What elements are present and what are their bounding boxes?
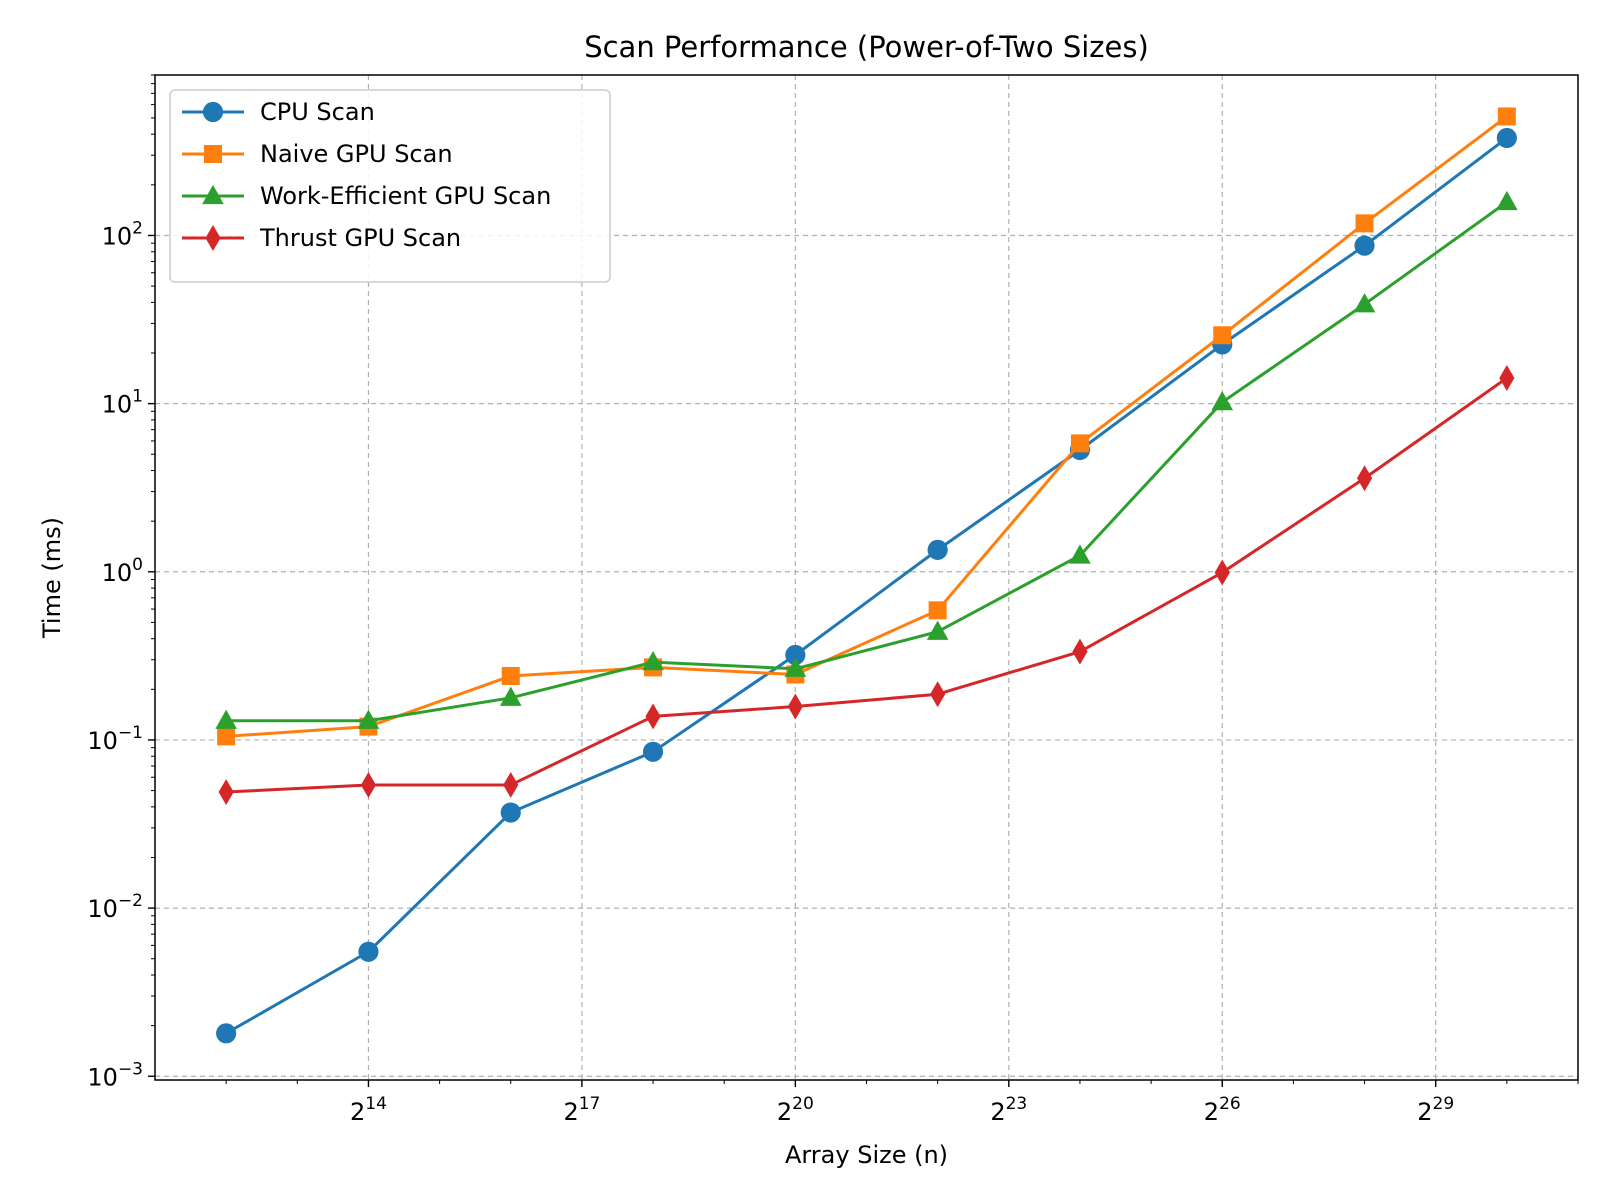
data-point bbox=[1070, 434, 1089, 453]
y-tick-base: 10 bbox=[87, 1063, 118, 1091]
x-tick-base: 2 bbox=[777, 1098, 792, 1126]
y-axis-label: Time (ms) bbox=[38, 517, 66, 639]
series-2 bbox=[215, 190, 1518, 729]
x-tick-label: 229 bbox=[1417, 1094, 1454, 1126]
data-point bbox=[215, 709, 237, 729]
data-point bbox=[503, 771, 519, 798]
data-point bbox=[1354, 235, 1375, 256]
data-point bbox=[357, 709, 380, 729]
data-point bbox=[930, 681, 946, 708]
data-point bbox=[501, 667, 520, 686]
data-point bbox=[1072, 638, 1088, 665]
data-point bbox=[216, 1023, 237, 1044]
x-tick-exponent: 26 bbox=[1219, 1094, 1241, 1114]
y-tick-label: 100 bbox=[102, 555, 143, 587]
legend-entry: Work-Efficient GPU Scan bbox=[182, 182, 551, 210]
legend-label: Naive GPU Scan bbox=[260, 140, 453, 168]
data-point bbox=[1356, 465, 1373, 492]
legend-label: Work-Efficient GPU Scan bbox=[260, 182, 551, 210]
legend-label: CPU Scan bbox=[260, 98, 375, 126]
data-point bbox=[500, 802, 521, 823]
legend-marker bbox=[202, 184, 224, 205]
chart-title: Scan Performance (Power-of-Two Sizes) bbox=[584, 30, 1149, 64]
y-tick-label: 101 bbox=[102, 387, 143, 419]
legend-label: Thrust GPU Scan bbox=[259, 224, 461, 252]
y-tick-exponent: −3 bbox=[118, 1059, 143, 1079]
x-tick-base: 2 bbox=[990, 1098, 1005, 1126]
y-tick-exponent: −2 bbox=[118, 891, 143, 911]
data-point bbox=[1353, 293, 1376, 313]
x-tick-base: 2 bbox=[563, 1098, 578, 1126]
y-tick-exponent: −1 bbox=[118, 723, 143, 743]
x-tick-base: 2 bbox=[1417, 1098, 1432, 1126]
data-point bbox=[360, 771, 377, 798]
x-tick-exponent: 29 bbox=[1433, 1094, 1455, 1114]
series-line bbox=[226, 200, 1508, 723]
data-point bbox=[1355, 214, 1374, 233]
x-axis-label: Array Size (n) bbox=[785, 1141, 948, 1169]
x-tick-label: 223 bbox=[990, 1094, 1027, 1126]
x-tick-base: 2 bbox=[350, 1098, 365, 1126]
y-tick-label: 10−1 bbox=[87, 723, 143, 755]
legend-entry: CPU Scan bbox=[182, 98, 375, 126]
series-3 bbox=[218, 365, 1515, 805]
data-point bbox=[217, 727, 236, 746]
legend-entry: Naive GPU Scan bbox=[182, 140, 453, 168]
data-point bbox=[218, 779, 234, 805]
legend-entry: Thrust GPU Scan bbox=[182, 224, 461, 252]
y-tick-label: 10−3 bbox=[87, 1059, 143, 1091]
data-point bbox=[784, 657, 807, 677]
x-tick-label: 220 bbox=[777, 1094, 814, 1126]
x-tick-label: 214 bbox=[350, 1094, 387, 1126]
series-layer bbox=[215, 107, 1518, 1044]
y-tick-label: 102 bbox=[102, 218, 143, 250]
data-point bbox=[926, 620, 949, 640]
legend: CPU Scan Naive GPU Scan Work-Efficient GPU… bbox=[169, 89, 611, 283]
x-tick-exponent: 17 bbox=[579, 1094, 601, 1114]
data-point bbox=[1214, 559, 1230, 586]
data-point bbox=[1211, 391, 1234, 411]
data-point bbox=[787, 693, 803, 720]
data-point bbox=[358, 941, 379, 962]
y-tick-exponent: 0 bbox=[132, 555, 143, 575]
y-tick-base: 10 bbox=[87, 895, 118, 923]
data-point bbox=[642, 651, 664, 671]
data-point bbox=[927, 539, 948, 560]
data-point bbox=[1499, 365, 1515, 391]
legend-marker bbox=[204, 145, 222, 163]
y-tick-base: 10 bbox=[102, 559, 133, 587]
x-tick-label: 226 bbox=[1204, 1094, 1241, 1126]
series-line bbox=[225, 136, 1508, 1035]
series-line bbox=[226, 376, 1508, 794]
data-point bbox=[928, 601, 947, 620]
data-point bbox=[1497, 107, 1516, 126]
y-tick-exponent: 1 bbox=[132, 387, 143, 407]
data-point bbox=[645, 703, 661, 730]
legend-marker bbox=[202, 101, 224, 123]
series-line bbox=[226, 115, 1508, 738]
data-point bbox=[1213, 326, 1232, 345]
legend-box bbox=[169, 89, 611, 283]
y-tick-base: 10 bbox=[87, 727, 118, 755]
x-tick-exponent: 23 bbox=[1006, 1094, 1028, 1114]
y-tick-base: 10 bbox=[102, 391, 133, 419]
x-tick-exponent: 20 bbox=[792, 1094, 814, 1114]
data-point bbox=[1496, 127, 1517, 149]
x-tick-exponent: 14 bbox=[365, 1094, 387, 1114]
series-0 bbox=[216, 127, 1517, 1044]
y-tick-base: 10 bbox=[102, 222, 133, 250]
legend-marker bbox=[205, 225, 221, 251]
x-tick-label: 217 bbox=[563, 1094, 600, 1126]
x-tick-base: 2 bbox=[1204, 1098, 1219, 1126]
data-point bbox=[1496, 190, 1518, 211]
data-point bbox=[642, 741, 664, 762]
data-point bbox=[499, 686, 522, 706]
y-tick-label: 10−2 bbox=[87, 891, 143, 923]
y-tick-exponent: 2 bbox=[132, 218, 143, 238]
data-point bbox=[1069, 544, 1091, 564]
data-point bbox=[785, 644, 806, 666]
